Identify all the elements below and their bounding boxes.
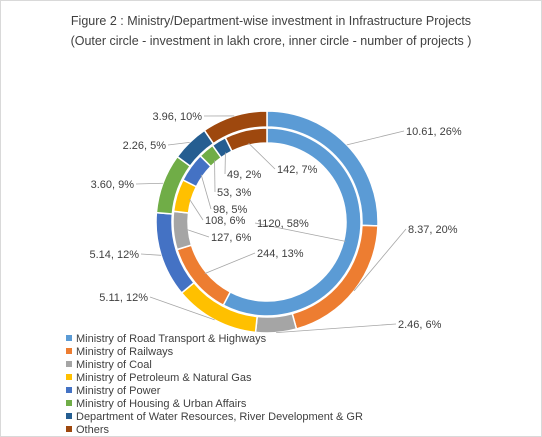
legend-swatch xyxy=(66,426,72,432)
legend-label: Ministry of Coal xyxy=(76,359,152,371)
inner-ring-data-label-5: 98, 5% xyxy=(213,204,247,216)
legend-item: Ministry of Coal xyxy=(66,359,363,372)
chart-subtitle: (Outer circle - investment in lakh crore… xyxy=(70,34,472,48)
outer-ring-leader-line-7 xyxy=(167,141,190,146)
outer-ring-data-label-3: 2.46, 6% xyxy=(398,319,442,331)
outer-ring-leader-line-6 xyxy=(135,182,164,185)
inner-ring-data-label-7: 49, 2% xyxy=(227,169,261,181)
outer-ring-leader-line-2 xyxy=(353,228,407,292)
legend-item: Ministry of Road Transport & Highways xyxy=(66,333,363,346)
outer-ring-data-label-1: 10.61, 26% xyxy=(406,126,462,138)
outer-ring-data-label-8: 3.96, 10% xyxy=(152,111,202,123)
outer-ring-data-label-4: 5.11, 12% xyxy=(99,292,148,304)
inner-ring-slice-8 xyxy=(224,127,268,153)
legend-label: Ministry of Petroleum & Natural Gas xyxy=(76,372,252,384)
inner-ring-leader-line-8 xyxy=(248,142,276,170)
legend-label: Ministry of Housing & Urban Affairs xyxy=(76,398,247,410)
chart-title: Figure 2 : Ministry/Department-wise inve… xyxy=(70,14,472,28)
outer-ring-leader-line-4 xyxy=(149,296,215,321)
inner-ring-leader-line-2 xyxy=(204,252,256,275)
inner-ring-data-label-1: 1120, 58% xyxy=(257,218,309,230)
legend-swatch xyxy=(66,348,72,354)
legend-item: Ministry of Petroleum & Natural Gas xyxy=(66,372,363,385)
inner-ring-data-label-6: 53, 3% xyxy=(217,187,251,199)
legend-label: Department of Water Resources, River Dev… xyxy=(76,411,363,423)
legend-swatch xyxy=(66,413,72,419)
outer-ring-leader-line-5 xyxy=(140,253,162,256)
inner-ring-leader-line-5 xyxy=(200,174,212,210)
legend-item: Department of Water Resources, River Dev… xyxy=(66,411,363,424)
legend-swatch xyxy=(66,335,72,341)
outer-ring-slice-8 xyxy=(203,110,268,145)
inner-ring-data-label-3: 127, 6% xyxy=(211,232,252,244)
inner-ring-leader-line-1 xyxy=(254,222,346,242)
outer-ring-leader-line-3 xyxy=(276,323,397,334)
inner-ring-leader-line-4 xyxy=(189,198,204,221)
outer-ring-data-label-7: 2.26, 5% xyxy=(123,140,167,152)
legend-item: Ministry of Railways xyxy=(66,346,363,359)
legend-item: Ministry of Power xyxy=(66,385,363,398)
legend-swatch xyxy=(66,361,72,367)
inner-ring-data-label-2: 244, 13% xyxy=(257,248,304,260)
legend-label: Others xyxy=(76,424,110,436)
inner-ring-leader-line-3 xyxy=(186,229,210,238)
chart-legend: Ministry of Road Transport & Highways Min… xyxy=(66,333,363,437)
outer-ring-data-label-2: 8.37, 20% xyxy=(408,224,458,236)
legend-item: Others xyxy=(66,424,363,437)
legend-label: Ministry of Power xyxy=(76,385,161,397)
legend-item: Ministry of Housing & Urban Affairs xyxy=(66,398,363,411)
legend-swatch xyxy=(66,387,72,393)
inner-ring-data-label-4: 108, 6% xyxy=(205,215,246,227)
legend-swatch xyxy=(66,374,72,380)
legend-label: Ministry of Road Transport & Highways xyxy=(76,333,267,345)
outer-ring-data-label-6: 3.60, 9% xyxy=(91,179,135,191)
outer-ring-leader-line-1 xyxy=(346,130,405,146)
outer-ring-data-label-5: 5.14, 12% xyxy=(89,249,139,261)
inner-ring-data-label-8: 142, 7% xyxy=(277,164,318,176)
legend-label: Ministry of Railways xyxy=(76,346,174,358)
legend-swatch xyxy=(66,400,72,406)
